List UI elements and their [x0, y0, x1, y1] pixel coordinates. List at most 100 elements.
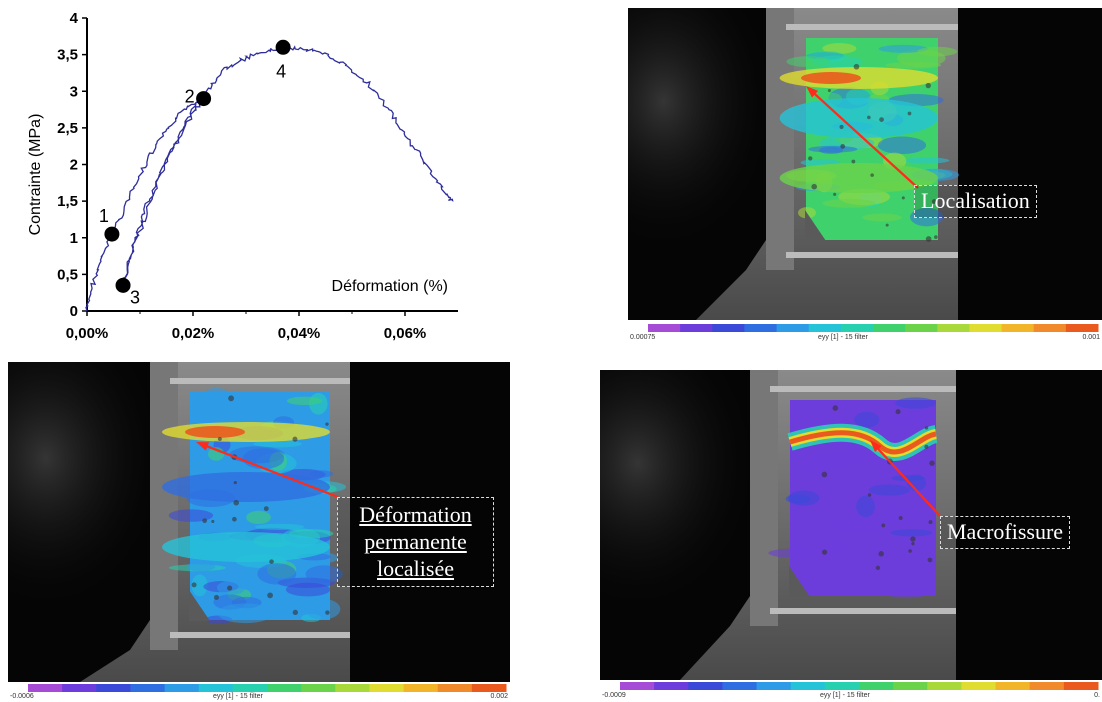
- callout-macrofissure-text: Macrofissure: [947, 519, 1064, 544]
- strain-patch: [822, 43, 857, 54]
- strain-peak: [185, 426, 245, 438]
- colorbar-swatch: [840, 324, 874, 332]
- field-corner: [189, 590, 210, 621]
- strain-patch: [788, 490, 820, 506]
- speckle: [925, 236, 932, 242]
- colorbar-max: 0.: [1094, 692, 1100, 699]
- speckle: [325, 610, 330, 615]
- speckle: [839, 124, 844, 129]
- callout-line-1: Déformation: [359, 502, 472, 527]
- speckle: [878, 551, 884, 557]
- strain-band: [779, 98, 938, 138]
- colorbar-swatch: [961, 682, 997, 690]
- colorbar-swatch: [620, 682, 655, 690]
- strain-patch: [257, 563, 297, 585]
- strain-patch: [885, 61, 942, 69]
- colorbar-deformation: -0.0006 eyy [1] - 15 filter 0.002: [8, 682, 510, 702]
- colorbar-swatch: [130, 684, 166, 692]
- speckle: [191, 582, 197, 588]
- dic-panel-macrofissure: [600, 370, 1102, 680]
- grip-band-bottom: [770, 608, 956, 614]
- strain-patch: [877, 136, 927, 155]
- pointer-arrow-head: [806, 86, 819, 98]
- strain-patch: [894, 397, 937, 409]
- strain-patch: [853, 411, 880, 428]
- colorbar-min: -0.0006: [10, 693, 34, 700]
- callout-deformation: Déformation permanente localisée: [337, 497, 494, 588]
- colorbar-swatch: [927, 682, 962, 690]
- speckle: [233, 499, 240, 506]
- speckle: [228, 395, 234, 402]
- speckle: [213, 594, 219, 600]
- colorbar-swatch: [995, 682, 1031, 690]
- pointer-arrow-line: [206, 445, 339, 499]
- speckle: [233, 481, 237, 485]
- speckle: [211, 519, 215, 523]
- colorbar-swatch: [1063, 682, 1099, 690]
- colorbar-svg: [28, 684, 507, 692]
- colorbar-swatch: [62, 684, 97, 692]
- colorbar-swatch: [335, 684, 370, 692]
- colorbar-label: eyy [1] - 15 filter: [820, 692, 870, 699]
- colorbar-swatch: [403, 684, 439, 692]
- speckle: [929, 460, 935, 466]
- pointer-arrow-head: [870, 440, 882, 453]
- strain-patch: [883, 411, 935, 426]
- colorbar-swatch: [648, 324, 681, 332]
- y-tick-label: 2,5: [57, 120, 78, 137]
- grip-band-top: [786, 24, 958, 30]
- grip-band-top: [170, 378, 350, 384]
- speckle: [202, 518, 208, 524]
- field-corner: [805, 210, 826, 241]
- strain-band: [162, 472, 330, 502]
- colorbar-swatch: [28, 684, 63, 692]
- colorbar-swatch: [1033, 324, 1067, 332]
- strain-patch: [827, 540, 846, 554]
- speckle: [821, 549, 828, 555]
- stress-strain-chart: 0 0,5 1 1,5 2 2,5 3 3,5 4 0,00% 0,02% 0,04% 0,06% Con…: [0, 0, 470, 345]
- callout-line-2: permanente: [364, 528, 467, 554]
- grip-band-bottom: [786, 252, 958, 258]
- y-tick-label: 1,5: [57, 193, 78, 210]
- speckle: [870, 173, 874, 177]
- colorbar-swatch: [893, 682, 928, 690]
- colorbar-swatch: [654, 682, 689, 690]
- speckle: [851, 159, 856, 164]
- x-tick-label: 0,00%: [66, 325, 109, 342]
- marker-point-3: [115, 277, 131, 293]
- dic-panel-deformation: [8, 362, 510, 682]
- strain-patch: [285, 582, 331, 597]
- strain-patch: [798, 207, 816, 219]
- pointer-arrow-head: [196, 442, 209, 451]
- speckle: [867, 115, 871, 120]
- strain-patch: [808, 145, 858, 153]
- colorbar-swatch: [905, 324, 938, 332]
- speckle: [934, 235, 938, 239]
- marker-point-2: [196, 91, 212, 107]
- colorbar-swatch: [471, 684, 507, 692]
- x-axis-label: Déformation (%): [332, 278, 448, 295]
- marker-label-3: 3: [130, 287, 140, 307]
- speckle: [875, 565, 881, 571]
- speckle: [267, 592, 273, 599]
- chart-svg: 0 0,5 1 1,5 2 2,5 3 3,5 4 0,00% 0,02% 0,04% 0,06% Con…: [27, 10, 458, 342]
- strain-patch: [862, 213, 902, 222]
- colorbar-max: 0.002: [490, 693, 508, 700]
- marker-point-1: [104, 226, 120, 242]
- x-tick-label: 0,04%: [278, 325, 321, 342]
- colorbar-swatch: [937, 324, 970, 332]
- strain-patch: [885, 586, 928, 599]
- speckle: [898, 515, 903, 521]
- strain-patch: [246, 510, 271, 525]
- x-tick-label: 0,02%: [172, 325, 215, 342]
- pointer-arrow-line: [877, 448, 941, 517]
- marker-label-4: 4: [276, 61, 286, 81]
- dic-panel-localisation: [628, 8, 1102, 320]
- y-tick-label: 0: [70, 303, 78, 320]
- colorbar-label: eyy [1] - 15 filter: [213, 693, 263, 700]
- y-axis-label: Contrainte (MPa): [27, 114, 44, 236]
- grip-band-bottom: [170, 632, 350, 638]
- strain-patch: [304, 598, 341, 620]
- strain-patch: [868, 484, 910, 496]
- speckle: [931, 199, 937, 204]
